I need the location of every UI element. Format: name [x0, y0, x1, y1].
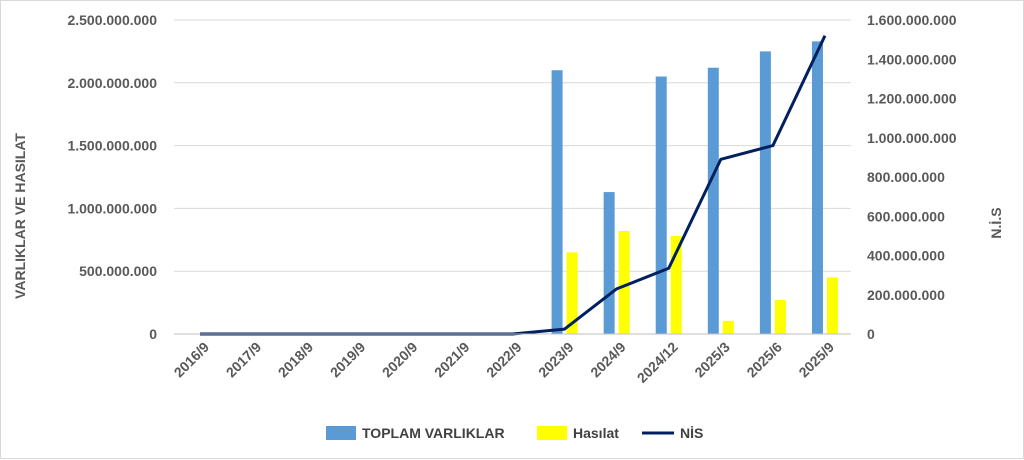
x-tick-label: 2025/9 — [795, 339, 837, 381]
x-tick-label: 2020/9 — [379, 339, 421, 381]
y2-tick-label: 800.000.000 — [867, 169, 945, 185]
y-tick-label: 1.500.000.000 — [67, 138, 157, 154]
y-tick-label: 2.000.000.000 — [67, 75, 157, 91]
x-tick-label: 2018/9 — [275, 339, 317, 381]
bar-hasilat — [826, 277, 838, 334]
x-tick-label: 2025/3 — [691, 339, 733, 381]
bar-toplam-varliklar — [603, 192, 615, 334]
x-tick-label: 2025/6 — [743, 339, 785, 381]
y2-tick-label: 400.000.000 — [867, 248, 945, 264]
legend: TOPLAM VARLIKLAR Hasılat NİS — [326, 425, 703, 441]
axis-layer: 0 500.000.000 1.000.000.000 1.500.000.000 2.… — [67, 12, 956, 386]
y2-tick-label: 1.400.000.000 — [867, 51, 957, 67]
bar-hasilat — [670, 236, 682, 334]
bar-hasilat — [618, 231, 630, 334]
y-tick-label: 0 — [149, 326, 157, 342]
y-tick-label: 1.000.000.000 — [67, 200, 157, 216]
bar-hasilat — [722, 320, 734, 334]
x-tick-label: 2021/9 — [431, 339, 473, 381]
bar-hasilat — [774, 300, 786, 334]
x-tick-label: 2024/9 — [587, 339, 629, 381]
y2-tick-label: 0 — [867, 326, 875, 342]
gridlines — [174, 19, 851, 272]
legend-label-hasilat: Hasılat — [573, 425, 619, 441]
y2-tick-label: 1.000.000.000 — [867, 130, 957, 146]
x-tick-label: 2022/9 — [483, 339, 525, 381]
x-tick-label: 2017/9 — [223, 339, 265, 381]
y2-axis-title: N.İ.S — [988, 207, 1004, 238]
legend-swatch-toplam-varliklar — [326, 426, 356, 440]
y-tick-label: 2.500.000.000 — [67, 12, 157, 28]
y2-tick-label: 200.000.000 — [867, 287, 945, 303]
legend-swatch-hasilat — [537, 426, 567, 440]
y2-tick-label: 1.600.000.000 — [867, 12, 957, 28]
bar-toplam-varliklar — [811, 41, 823, 335]
y-tick-label: 500.000.000 — [79, 263, 157, 279]
x-tick-label: 2016/9 — [171, 339, 213, 381]
x-tick-label: 2024/12 — [634, 339, 681, 386]
bar-toplam-varliklar — [551, 70, 563, 335]
line-ni-s — [200, 35, 827, 336]
bar-layer — [551, 41, 838, 335]
y2-tick-label: 1.200.000.000 — [867, 91, 957, 107]
bar-toplam-varliklar — [707, 67, 719, 334]
y2-tick-label: 600.000.000 — [867, 208, 945, 224]
x-tick-label: 2023/9 — [535, 339, 577, 381]
y-axis-title: VARLIKLAR VE HASILAT — [12, 133, 28, 299]
bar-hasilat — [566, 252, 578, 334]
x-tick-label: 2019/9 — [327, 339, 369, 381]
bar-toplam-varliklar — [655, 76, 667, 335]
legend-label-nis: NİS — [680, 425, 703, 441]
legend-label-toplam-varliklar: TOPLAM VARLIKLAR — [362, 425, 505, 441]
bar-toplam-varliklar — [759, 51, 771, 335]
line-layer — [200, 35, 827, 336]
